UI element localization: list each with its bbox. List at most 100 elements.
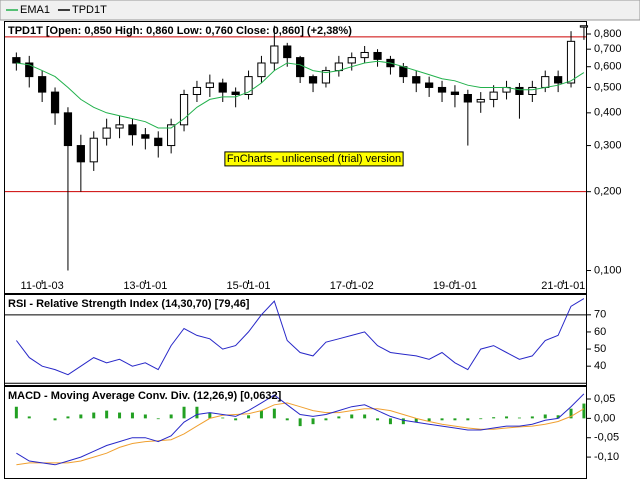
histogram-bar xyxy=(479,418,483,420)
histogram-bar xyxy=(388,418,392,425)
candle-body xyxy=(528,86,537,95)
histogram-bar xyxy=(14,406,18,419)
histogram-bar xyxy=(376,418,380,421)
histogram-bar xyxy=(53,418,57,421)
candle-body xyxy=(566,40,576,84)
y-tick-label: 0,05 xyxy=(594,393,615,405)
rsi-panel xyxy=(4,294,587,386)
candle-body xyxy=(25,62,34,78)
candle-body xyxy=(205,82,214,88)
candle-body xyxy=(167,124,176,147)
x-tick-label: 19-01-01 xyxy=(433,280,477,292)
y-tick-label: 60 xyxy=(594,326,606,338)
histogram-bar xyxy=(363,414,367,419)
x-tick-label: 17-01-02 xyxy=(330,280,374,292)
candle-body xyxy=(476,98,485,103)
histogram-bar xyxy=(427,418,431,422)
candle-body xyxy=(154,137,163,147)
candle-body xyxy=(489,91,498,100)
histogram-bar xyxy=(234,418,238,421)
histogram-bar xyxy=(401,418,405,425)
histogram-bar xyxy=(505,416,509,419)
histogram-bar xyxy=(130,412,134,419)
candle-body xyxy=(244,76,253,95)
histogram-bar xyxy=(453,418,457,421)
y-tick-label: 0,400 xyxy=(594,107,622,119)
macd-line xyxy=(16,402,585,466)
x-tick-label: 13-01-01 xyxy=(123,280,167,292)
y-tick-label: 40 xyxy=(594,360,606,372)
candle-body xyxy=(63,112,73,147)
candle-body xyxy=(321,70,331,84)
annotation-box xyxy=(224,151,404,167)
histogram-bar xyxy=(530,416,534,419)
chart-title: RSI - Relative Strength Index (14,30,70)… xyxy=(8,298,250,310)
histogram-bar xyxy=(414,418,418,423)
y-tick-label: 0,100 xyxy=(594,264,622,276)
histogram-bar xyxy=(118,412,122,419)
chart-title: TPD1T [Open: 0,850 High: 0,860 Low: 0,76… xyxy=(8,25,352,37)
y-tick-label: 0,800 xyxy=(594,28,622,40)
y-tick-label: 70 xyxy=(594,309,606,321)
histogram-bar xyxy=(492,417,496,419)
candle-body xyxy=(360,51,369,59)
candle-body xyxy=(450,91,460,95)
histogram-bar xyxy=(247,415,251,419)
histogram-bar xyxy=(569,408,573,419)
candle-body xyxy=(296,57,305,78)
histogram-bar xyxy=(350,414,354,419)
chart-title: MACD - Moving Average Conv. Div. (12,26,… xyxy=(8,390,282,402)
y-tick-label: 50 xyxy=(594,343,606,355)
histogram-bar xyxy=(556,415,560,419)
candle-body xyxy=(102,127,111,139)
histogram-bar xyxy=(195,406,199,419)
candle-body xyxy=(425,82,434,88)
candle-body xyxy=(76,145,85,163)
candle-body xyxy=(141,134,150,139)
macd-line xyxy=(16,393,585,466)
histogram-bar xyxy=(440,418,444,421)
histogram-bar xyxy=(221,417,225,419)
histogram-bar xyxy=(324,418,328,421)
histogram-bar xyxy=(182,406,186,419)
x-tick-label: 15-01-01 xyxy=(227,280,271,292)
y-tick-label: 0,200 xyxy=(594,186,622,198)
candle-body xyxy=(257,62,266,78)
histogram-bar xyxy=(79,414,83,419)
histogram-bar xyxy=(66,416,70,419)
candle-body xyxy=(463,93,472,103)
candle-body xyxy=(347,57,356,64)
annotation: FnCharts - unlicensed (trial) version xyxy=(227,153,401,165)
x-tick-label: 21-01-01 xyxy=(541,280,585,292)
histogram-bar xyxy=(285,418,289,421)
candle-body xyxy=(12,57,21,64)
histogram-bar xyxy=(337,416,341,419)
histogram-bar xyxy=(272,408,276,419)
histogram-bar xyxy=(259,410,263,419)
candle-body xyxy=(128,124,137,136)
y-tick-label: -0,10 xyxy=(594,451,619,463)
candle-body xyxy=(115,124,124,129)
y-tick-label: -0,05 xyxy=(594,432,619,444)
macd-panel xyxy=(4,386,587,479)
candle-body xyxy=(218,82,227,93)
candle-body xyxy=(283,45,292,59)
histogram-bar xyxy=(27,416,31,419)
candle-body xyxy=(541,76,550,88)
legend-label: TPD1T xyxy=(72,4,107,16)
candle-body xyxy=(231,91,240,95)
price-panel xyxy=(4,21,587,294)
candle-body xyxy=(373,51,382,60)
candle-body xyxy=(270,45,279,64)
histogram-bar xyxy=(92,412,96,419)
histogram-bar xyxy=(208,412,212,419)
legend-bar xyxy=(0,0,640,21)
legend-label: EMA1 xyxy=(20,4,50,16)
y-tick-label: 0,00 xyxy=(594,412,615,424)
histogram-bar xyxy=(517,417,521,419)
candle-body xyxy=(412,76,421,84)
candle-body xyxy=(179,93,189,126)
y-tick-label: 0,700 xyxy=(594,43,622,55)
histogram-bar xyxy=(582,403,586,419)
